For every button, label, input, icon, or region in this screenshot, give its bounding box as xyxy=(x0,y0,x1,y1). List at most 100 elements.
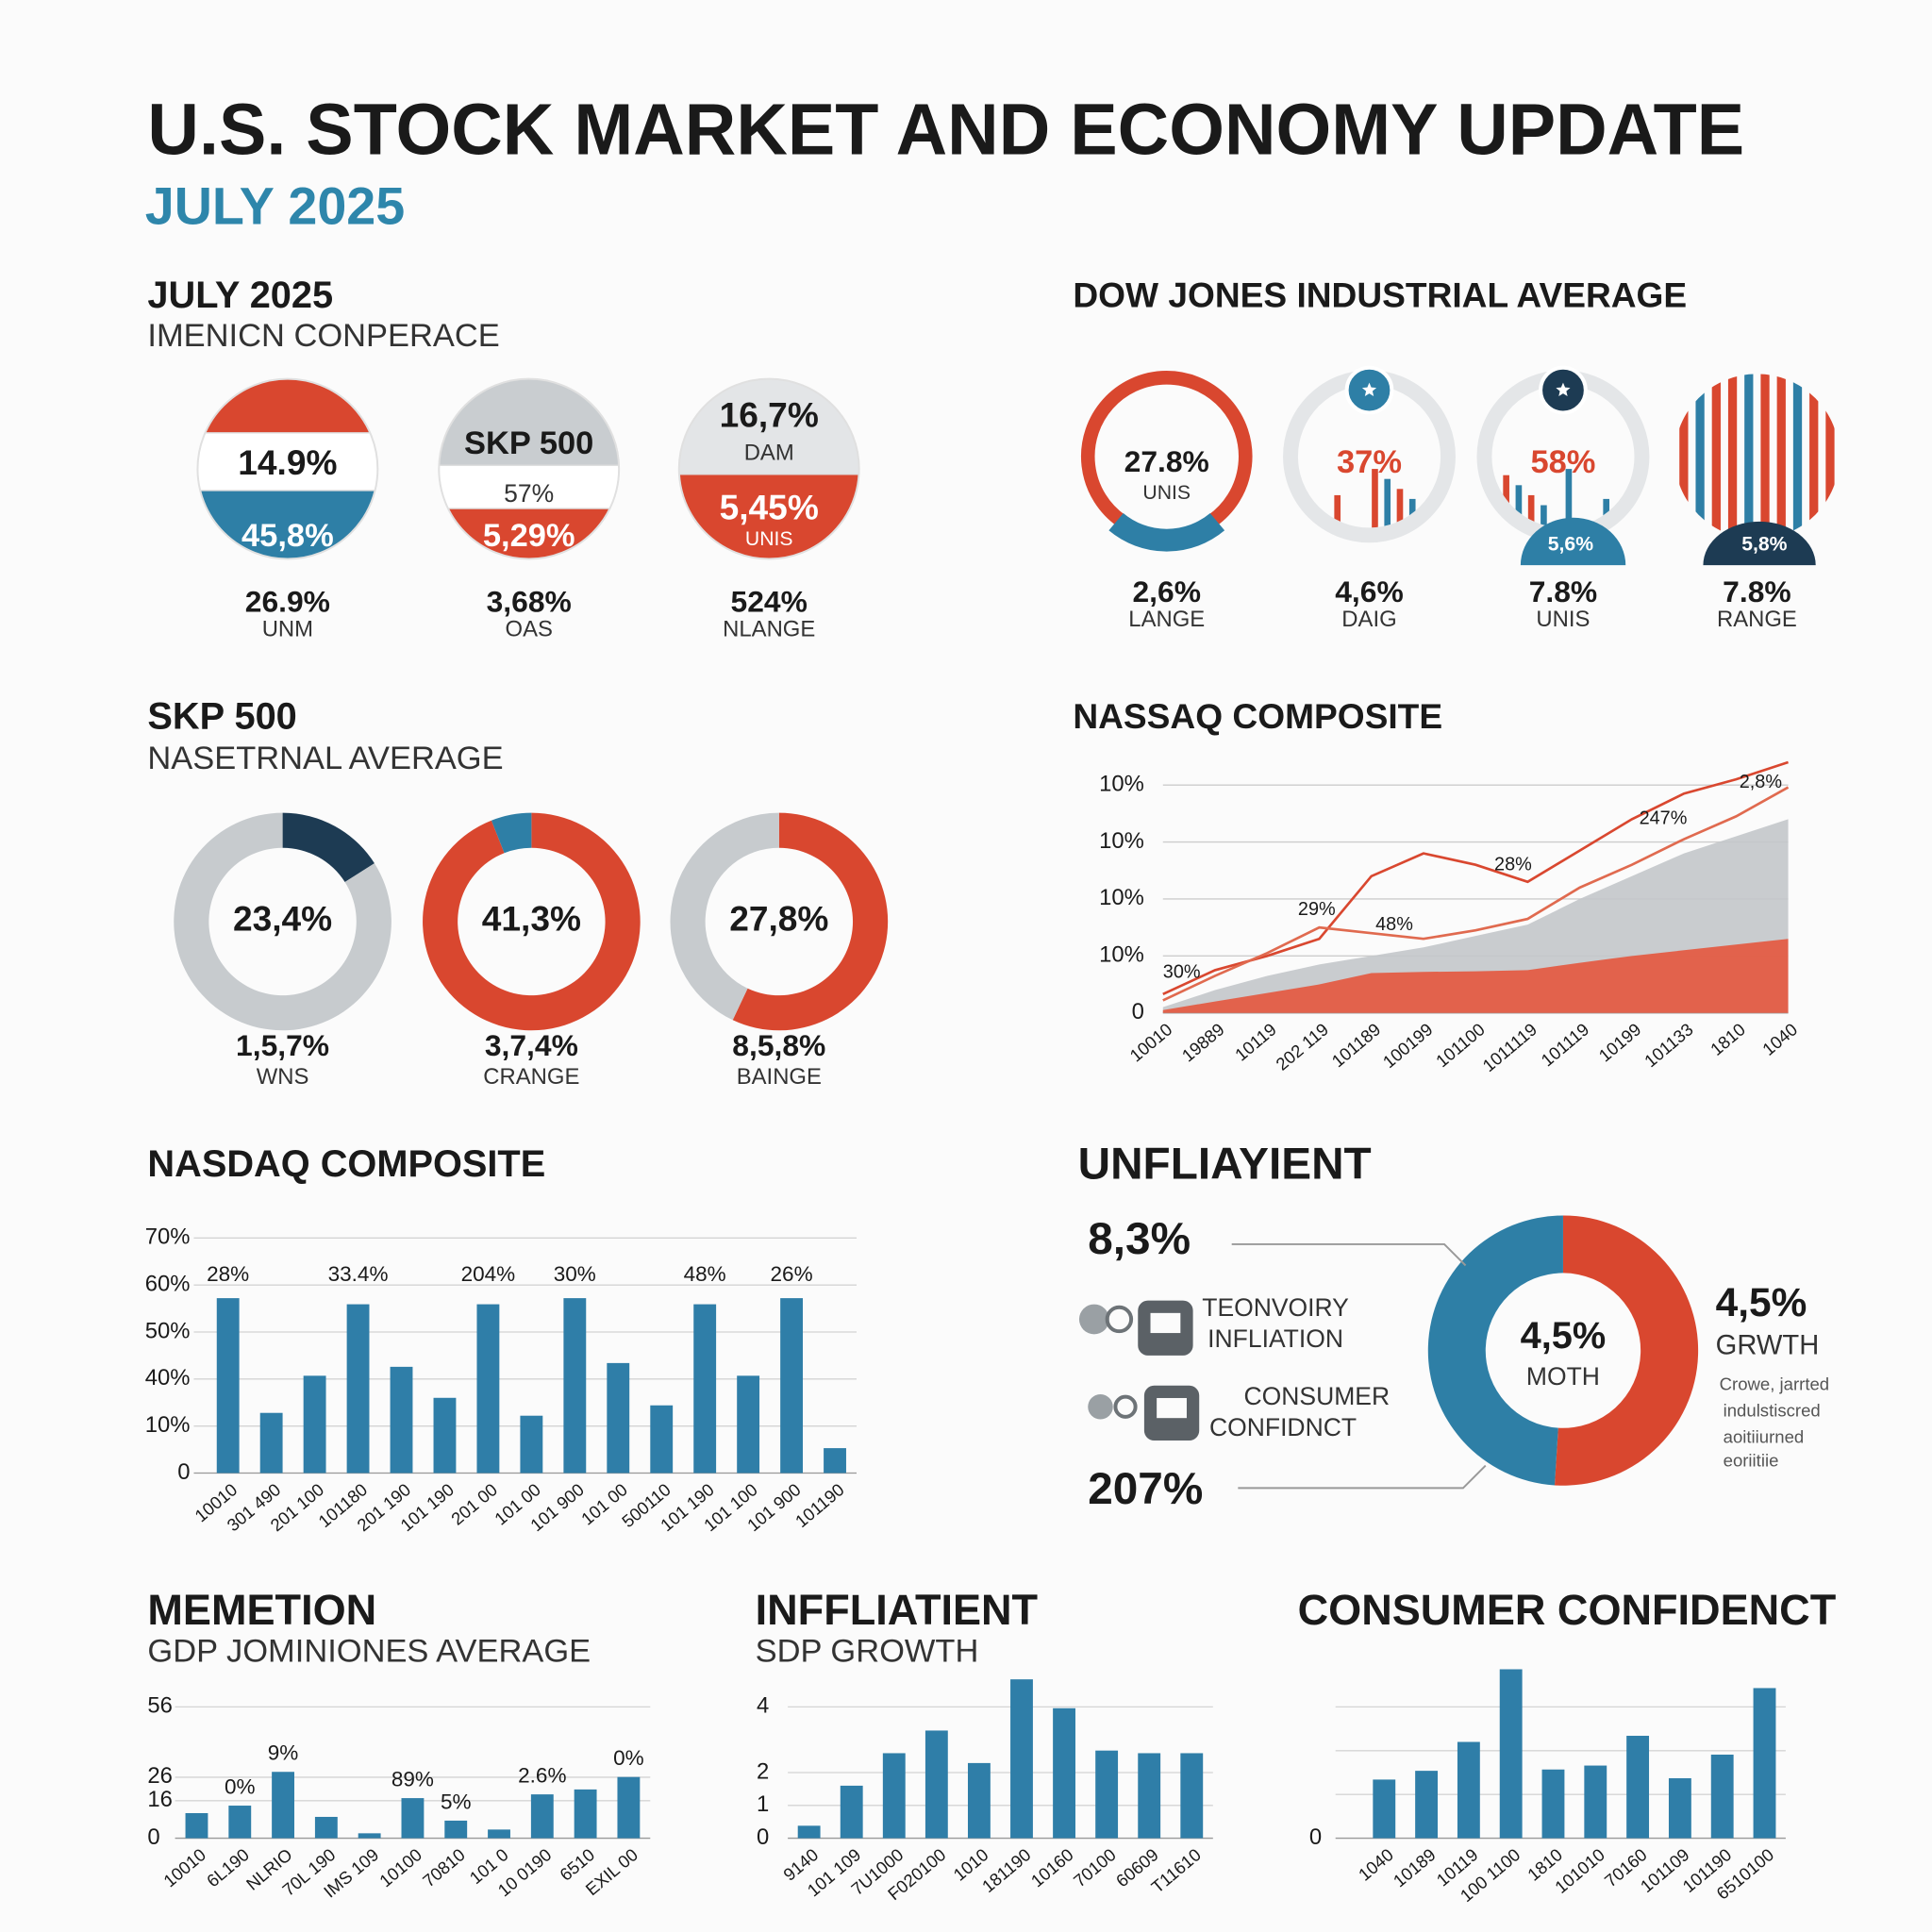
gauge-text: 37% xyxy=(1337,444,1402,480)
annotation: 9% xyxy=(268,1741,299,1765)
bar xyxy=(1095,1750,1119,1839)
donut-value: 3,7,4% xyxy=(485,1028,578,1062)
gauge-stripe xyxy=(1792,374,1803,540)
section-subtitle: IMENICN CONPERACE xyxy=(147,318,499,354)
y-tick-label: 0 xyxy=(1309,1824,1322,1850)
donut-segment xyxy=(670,812,779,1021)
annotation: 0% xyxy=(613,1746,644,1770)
section-title: JULY 2025 xyxy=(147,275,333,316)
badge-value: 26.9% xyxy=(245,585,330,619)
bar xyxy=(607,1362,630,1474)
gauge-star xyxy=(1556,382,1571,397)
y-tick-label: 4 xyxy=(757,1693,769,1719)
bar xyxy=(1668,1778,1691,1839)
bar xyxy=(259,1412,283,1474)
donut-label: BAINGE xyxy=(737,1064,822,1090)
donut-value: 1,5,7% xyxy=(236,1028,329,1062)
legend-text: CONFIDNCT xyxy=(1209,1413,1357,1441)
leader-line xyxy=(1231,1242,1467,1267)
annotation: 204% xyxy=(461,1262,516,1286)
donut-segment xyxy=(174,812,391,1031)
bar xyxy=(358,1833,381,1839)
area xyxy=(1162,939,1789,1013)
bar xyxy=(1457,1741,1480,1839)
annotation: 2.6% xyxy=(518,1764,566,1788)
gauge-value: 2,6% xyxy=(1133,575,1201,608)
gauge-text: 5,6% xyxy=(1548,534,1593,556)
gauge-text: 27.8% xyxy=(1124,444,1209,478)
y-tick-label: 50% xyxy=(145,1318,191,1343)
section-title: UNFLIAYIENT xyxy=(1078,1139,1372,1189)
y-tick-label: 0 xyxy=(147,1824,159,1850)
y-tick-label: 0 xyxy=(757,1824,769,1850)
bar xyxy=(488,1829,510,1839)
badge-text: 5,29% xyxy=(483,518,575,554)
gauge-arc xyxy=(1081,371,1253,527)
gauge-stripe xyxy=(1711,374,1721,540)
annotation: 30% xyxy=(1163,962,1201,983)
y-tick-label: 10% xyxy=(1099,771,1144,796)
section-subtitle: NASETRNAL AVERAGE xyxy=(147,741,503,776)
y-tick-label: 70% xyxy=(145,1224,191,1250)
donut-segment xyxy=(282,812,375,883)
bar xyxy=(882,1753,906,1839)
y-tick-label: 10% xyxy=(145,1412,191,1438)
page-title: U.S. STOCK MARKET AND ECONOMY UPDATE xyxy=(147,89,1744,170)
section-title: DOW JONES INDUSTRIAL AVERAGE xyxy=(1073,275,1687,314)
annotation: 28% xyxy=(207,1262,249,1286)
donut-label: WNS xyxy=(257,1064,309,1090)
gauge-stripe xyxy=(1679,374,1689,540)
bar xyxy=(924,1730,948,1839)
bar xyxy=(228,1806,252,1839)
donut-segment xyxy=(732,812,889,1031)
icon xyxy=(1105,1305,1134,1334)
bar xyxy=(1010,1679,1033,1839)
gauge-text: 5,8% xyxy=(1741,534,1787,556)
bar xyxy=(1626,1736,1650,1839)
donut-center: 27,8% xyxy=(729,899,828,939)
gauge-bar xyxy=(1384,478,1391,528)
y-tick-label: 2 xyxy=(757,1758,769,1784)
bar xyxy=(574,1789,597,1839)
badge-text: 57% xyxy=(504,479,554,508)
gauge-stripes xyxy=(1679,374,1835,540)
bar xyxy=(1373,1779,1396,1839)
annotation: 30% xyxy=(554,1262,596,1286)
bar xyxy=(1180,1753,1204,1839)
badge-value: 3,68% xyxy=(487,585,572,619)
gauge-bar xyxy=(1515,485,1523,528)
annotation: 33.4% xyxy=(328,1262,389,1286)
y-tick-label: 0 xyxy=(1132,999,1144,1024)
donut-segment xyxy=(491,812,532,854)
annotation: 48% xyxy=(1375,914,1413,935)
bar xyxy=(1753,1688,1776,1839)
bar xyxy=(520,1415,543,1474)
section-subtitle: GDP JOMINIONES AVERAGE xyxy=(147,1634,591,1670)
badge-text: SKP 500 xyxy=(464,425,593,461)
y-tick-label: 1 xyxy=(757,1791,769,1817)
gauge-stripe xyxy=(1695,374,1705,540)
badge-text: 14.9% xyxy=(238,442,337,482)
donut-center: 41,3% xyxy=(482,899,581,939)
gauge-bar xyxy=(1372,469,1378,528)
bar xyxy=(1710,1754,1734,1839)
annotation: 247% xyxy=(1640,808,1688,828)
y-tick-label: 0 xyxy=(177,1459,190,1485)
section-title: NASDAQ COMPOSITE xyxy=(147,1143,545,1185)
bar xyxy=(216,1298,240,1474)
note-text: eoriitiie xyxy=(1724,1450,1779,1470)
donut-center: 4,5% xyxy=(1521,1315,1607,1357)
legend-text: INFLIATION xyxy=(1208,1324,1343,1353)
bar xyxy=(693,1304,717,1474)
bar xyxy=(737,1375,760,1474)
annotation: 2,8% xyxy=(1740,772,1782,792)
bar xyxy=(617,1776,641,1839)
bar xyxy=(797,1825,821,1839)
badge-value: 524% xyxy=(731,585,808,619)
donut-value: 8,5,8% xyxy=(732,1028,825,1062)
note-text: indulstiscred xyxy=(1724,1400,1821,1420)
side-value: 4,5% xyxy=(1716,1280,1807,1324)
gauge-stripe xyxy=(1760,374,1770,540)
legend-text: CONSUMER xyxy=(1244,1382,1391,1410)
bar xyxy=(650,1405,674,1474)
